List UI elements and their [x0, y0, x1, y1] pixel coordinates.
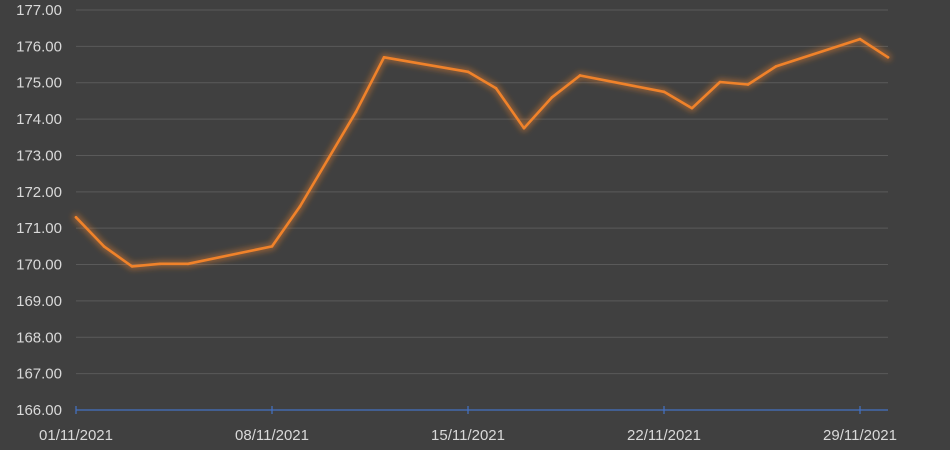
data-point	[382, 55, 386, 59]
data-point	[858, 37, 862, 41]
data-point	[298, 205, 302, 208]
data-point	[354, 110, 358, 114]
y-tick-label: 168.00	[16, 329, 62, 346]
y-tick-label: 174.00	[16, 111, 62, 128]
data-point	[522, 126, 526, 130]
x-tick-label: 15/11/2021	[431, 427, 505, 444]
data-point	[578, 74, 582, 77]
data-point	[102, 245, 106, 248]
data-point	[690, 106, 694, 110]
y-axis-tick-labels: 166.00 167.00 168.00 169.00 170.00 171.00 172.…	[16, 2, 62, 419]
data-point	[886, 55, 890, 59]
data-point	[662, 90, 666, 94]
y-tick-label: 170.00	[16, 257, 62, 274]
data-point	[130, 265, 134, 268]
data-point	[466, 70, 470, 74]
data-point	[326, 157, 330, 161]
data-point	[186, 262, 190, 266]
y-tick-label: 176.00	[16, 38, 62, 55]
y-tick-label: 172.00	[16, 184, 62, 201]
y-tick-label: 166.00	[16, 402, 62, 419]
gridlines	[76, 9, 888, 375]
series-line	[74, 37, 890, 268]
y-tick-label: 173.00	[16, 147, 62, 164]
data-point	[270, 245, 274, 248]
data-point	[550, 95, 554, 99]
x-tick-label: 22/11/2021	[627, 427, 701, 444]
x-axis-tick-labels: 01/11/2021 08/11/2021 15/11/2021 22/11/2021…	[39, 427, 897, 444]
data-point	[158, 262, 162, 266]
data-point	[74, 215, 78, 219]
x-tick-label: 29/11/2021	[823, 427, 897, 444]
y-tick-label: 169.00	[16, 293, 62, 310]
x-tick-label: 08/11/2021	[235, 427, 309, 444]
data-point	[494, 86, 498, 90]
y-tick-label: 175.00	[16, 75, 62, 92]
x-axis	[75, 406, 888, 414]
y-tick-label: 171.00	[16, 220, 62, 237]
data-point	[746, 83, 750, 86]
x-tick-label: 01/11/2021	[39, 427, 113, 444]
series-layer	[72, 35, 892, 270]
y-tick-label: 167.00	[16, 366, 62, 383]
y-tick-label: 177.00	[16, 2, 62, 19]
data-point	[718, 80, 722, 84]
data-point	[774, 65, 778, 68]
